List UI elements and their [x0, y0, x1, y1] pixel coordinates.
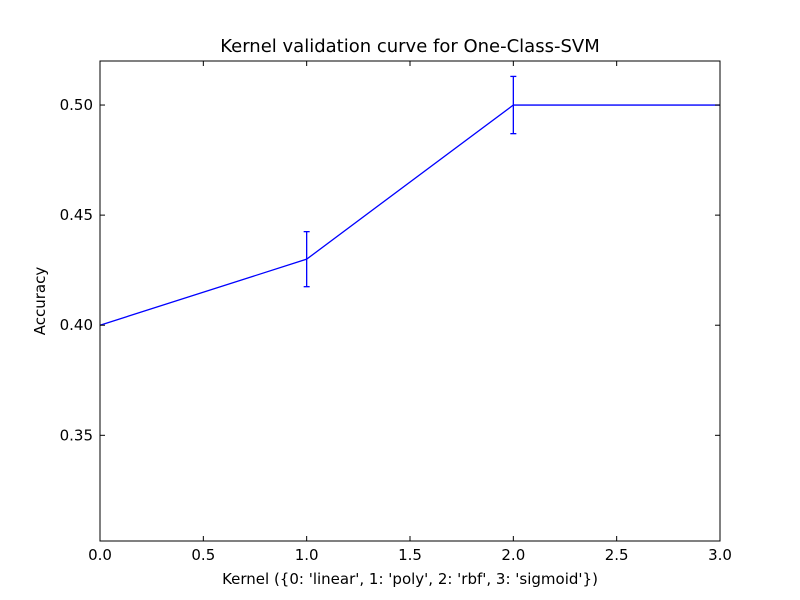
y-tick-label: 0.45 [60, 206, 93, 224]
y-tick-label: 0.50 [60, 96, 93, 114]
x-tick-label: 1.5 [398, 546, 422, 564]
x-tick-label: 2.5 [605, 546, 629, 564]
chart-title: Kernel validation curve for One-Class-SV… [220, 36, 600, 57]
x-axis-label: Kernel ({0: 'linear', 1: 'poly', 2: 'rbf… [222, 570, 598, 588]
y-axis-label: Accuracy [31, 267, 49, 336]
x-tick-label: 0.0 [88, 546, 112, 564]
plot-area: 0.0 0.5 1.0 1.5 2.0 2.5 3.0 0.35 0.40 0.45 0.50 [60, 60, 732, 564]
axes-frame [99, 60, 721, 542]
x-tick-label: 2.0 [501, 546, 525, 564]
x-tick-label: 1.0 [295, 546, 319, 564]
y-tick-label: 0.35 [60, 426, 93, 444]
x-tick-label: 0.5 [191, 546, 215, 564]
x-tick-label: 3.0 [708, 546, 732, 564]
y-tick-label: 0.40 [60, 316, 93, 334]
series-line [99, 104, 720, 326]
